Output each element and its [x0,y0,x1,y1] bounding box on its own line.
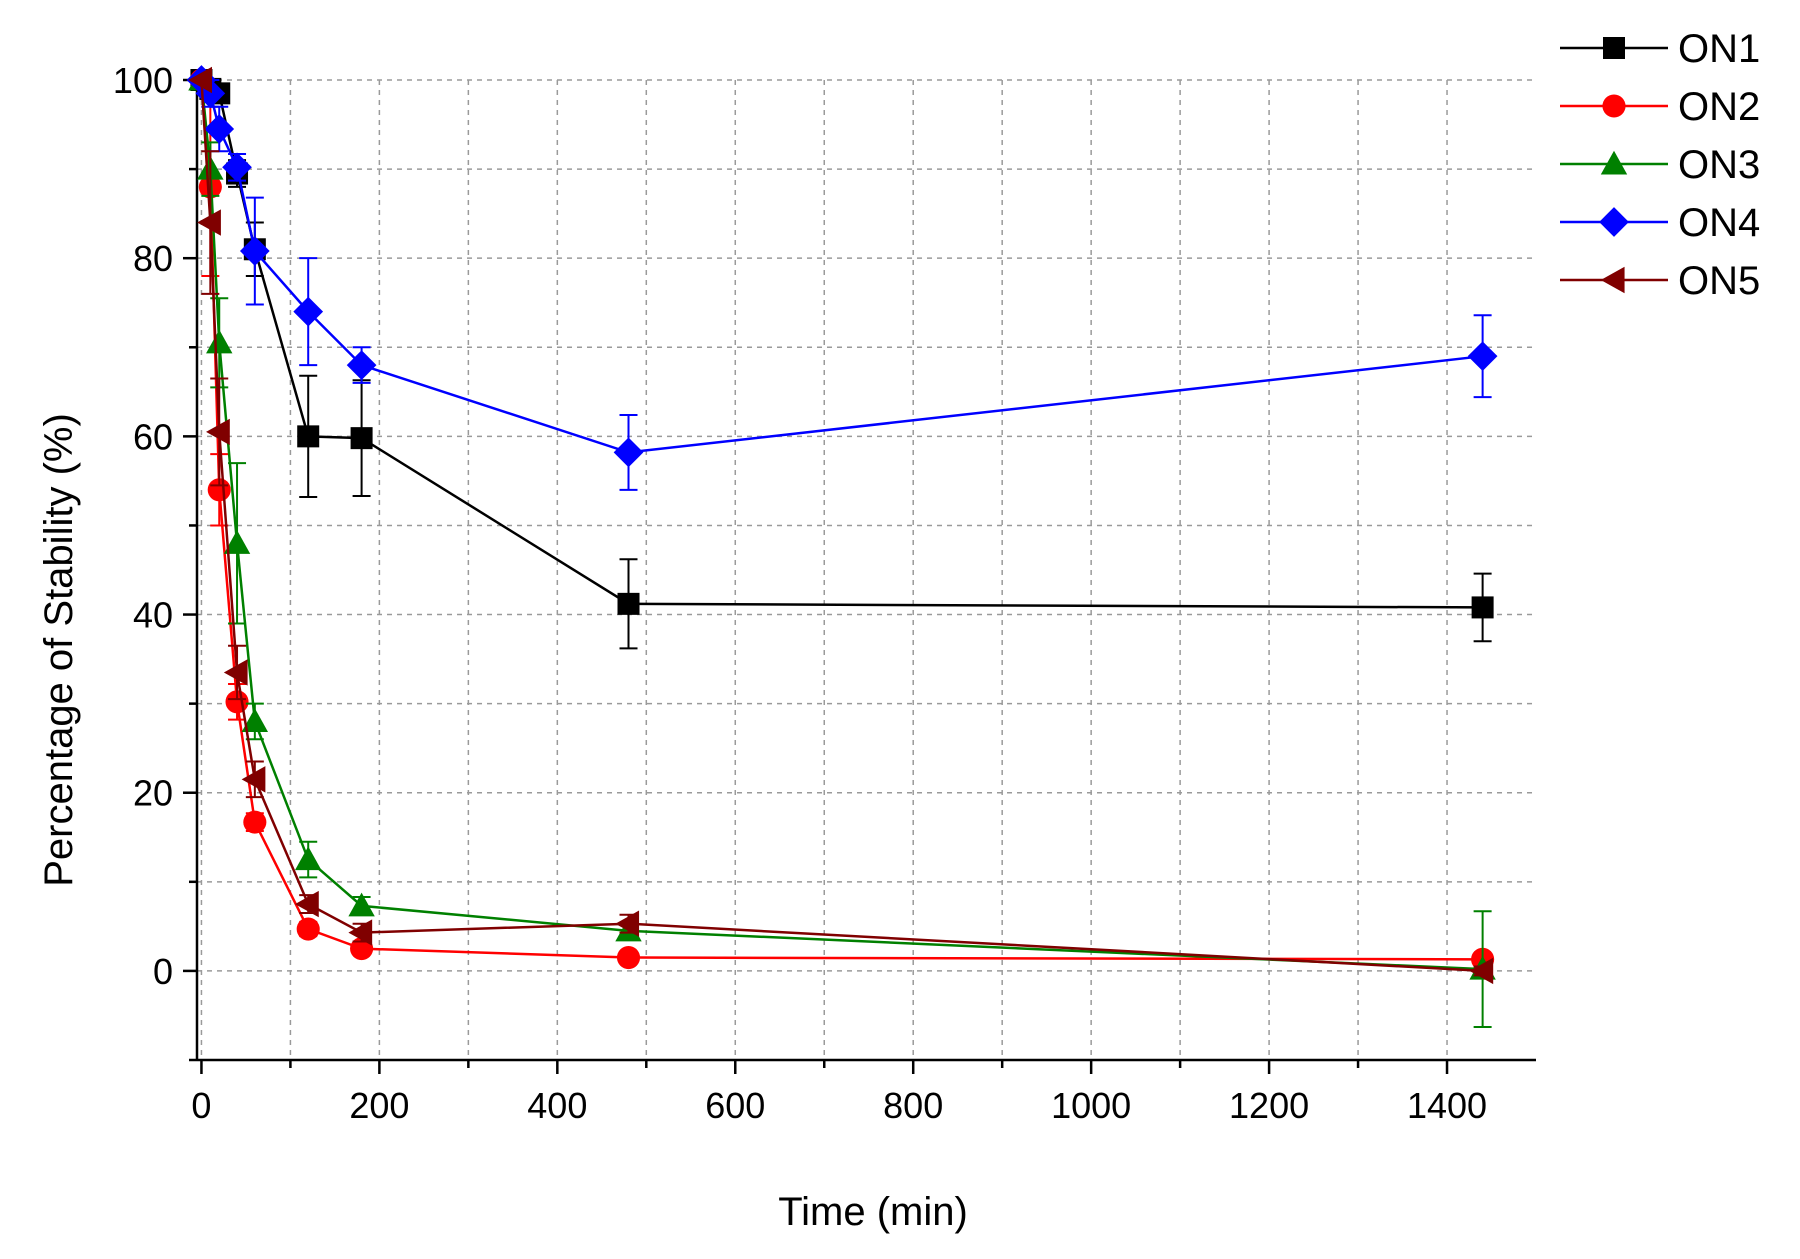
legend-item-on2: ON2 [1560,85,1760,129]
y-tick-label: 60 [133,416,173,457]
y-axis-label: Percentage of Stability (%) [37,413,81,887]
x-axis-label: Time (min) [778,1190,968,1234]
data-point [613,437,644,468]
data-point [617,592,640,615]
data-point [241,708,269,733]
x-tick-label: 600 [705,1085,765,1126]
axes: 0 200 400 600 800 1000 1200 1400 0 20 40 60 80 100 [113,60,1536,1126]
data-point [1469,957,1494,985]
legend-item-on3: ON3 [1560,143,1760,187]
legend-item-on4: ON4 [1560,201,1760,245]
data-point [197,209,221,236]
legend-label: ON4 [1678,201,1760,245]
legend-label: ON3 [1678,143,1760,187]
y-tick-label: 0 [153,951,173,992]
series-layer [186,65,1498,1029]
data-point [1471,596,1494,619]
x-tick-label: 1200 [1229,1085,1309,1126]
data-point [615,910,640,937]
data-point [295,890,319,918]
data-point [188,66,213,94]
legend-marker [1602,94,1626,118]
x-tick-label: 200 [349,1085,409,1126]
data-point [1467,341,1498,372]
y-tick-label: 100 [113,60,173,101]
legend-marker [1600,150,1628,175]
series-on5 [188,66,1494,985]
x-tick-label: 1400 [1407,1085,1487,1126]
data-point [295,846,322,871]
data-point [223,530,251,554]
legend-item-on1: ON1 [1560,27,1760,71]
data-point [350,427,373,450]
data-point [239,236,270,266]
x-tick-label: 1000 [1051,1085,1131,1126]
data-point [348,892,375,917]
legend-label: ON1 [1678,27,1760,71]
data-point [206,418,230,446]
legend: ON1 ON2 ON3 ON4 ON5 [1560,27,1760,303]
data-point [241,766,266,793]
legend-marker [1603,37,1625,59]
y-tick-label: 20 [133,773,173,814]
data-point [296,917,320,941]
grid [197,79,1536,1060]
legend-item-on5: ON5 [1560,259,1760,303]
data-point [222,152,252,183]
legend-label: ON2 [1678,85,1760,129]
y-tick-label: 40 [133,595,173,636]
legend-marker [1600,266,1625,294]
data-point [223,659,248,686]
data-point [204,114,235,144]
x-tick-label: 800 [883,1085,943,1126]
data-point [243,810,267,834]
data-point [293,296,324,327]
y-tick-label: 80 [133,238,173,279]
data-point [348,919,373,946]
data-point [616,945,641,970]
data-point [206,329,233,354]
data-point [297,425,320,448]
x-tick-label: 400 [527,1085,587,1126]
legend-label: ON5 [1678,259,1760,303]
legend-marker [1599,207,1629,237]
x-tick-label: 0 [191,1085,211,1126]
data-point [346,350,377,380]
